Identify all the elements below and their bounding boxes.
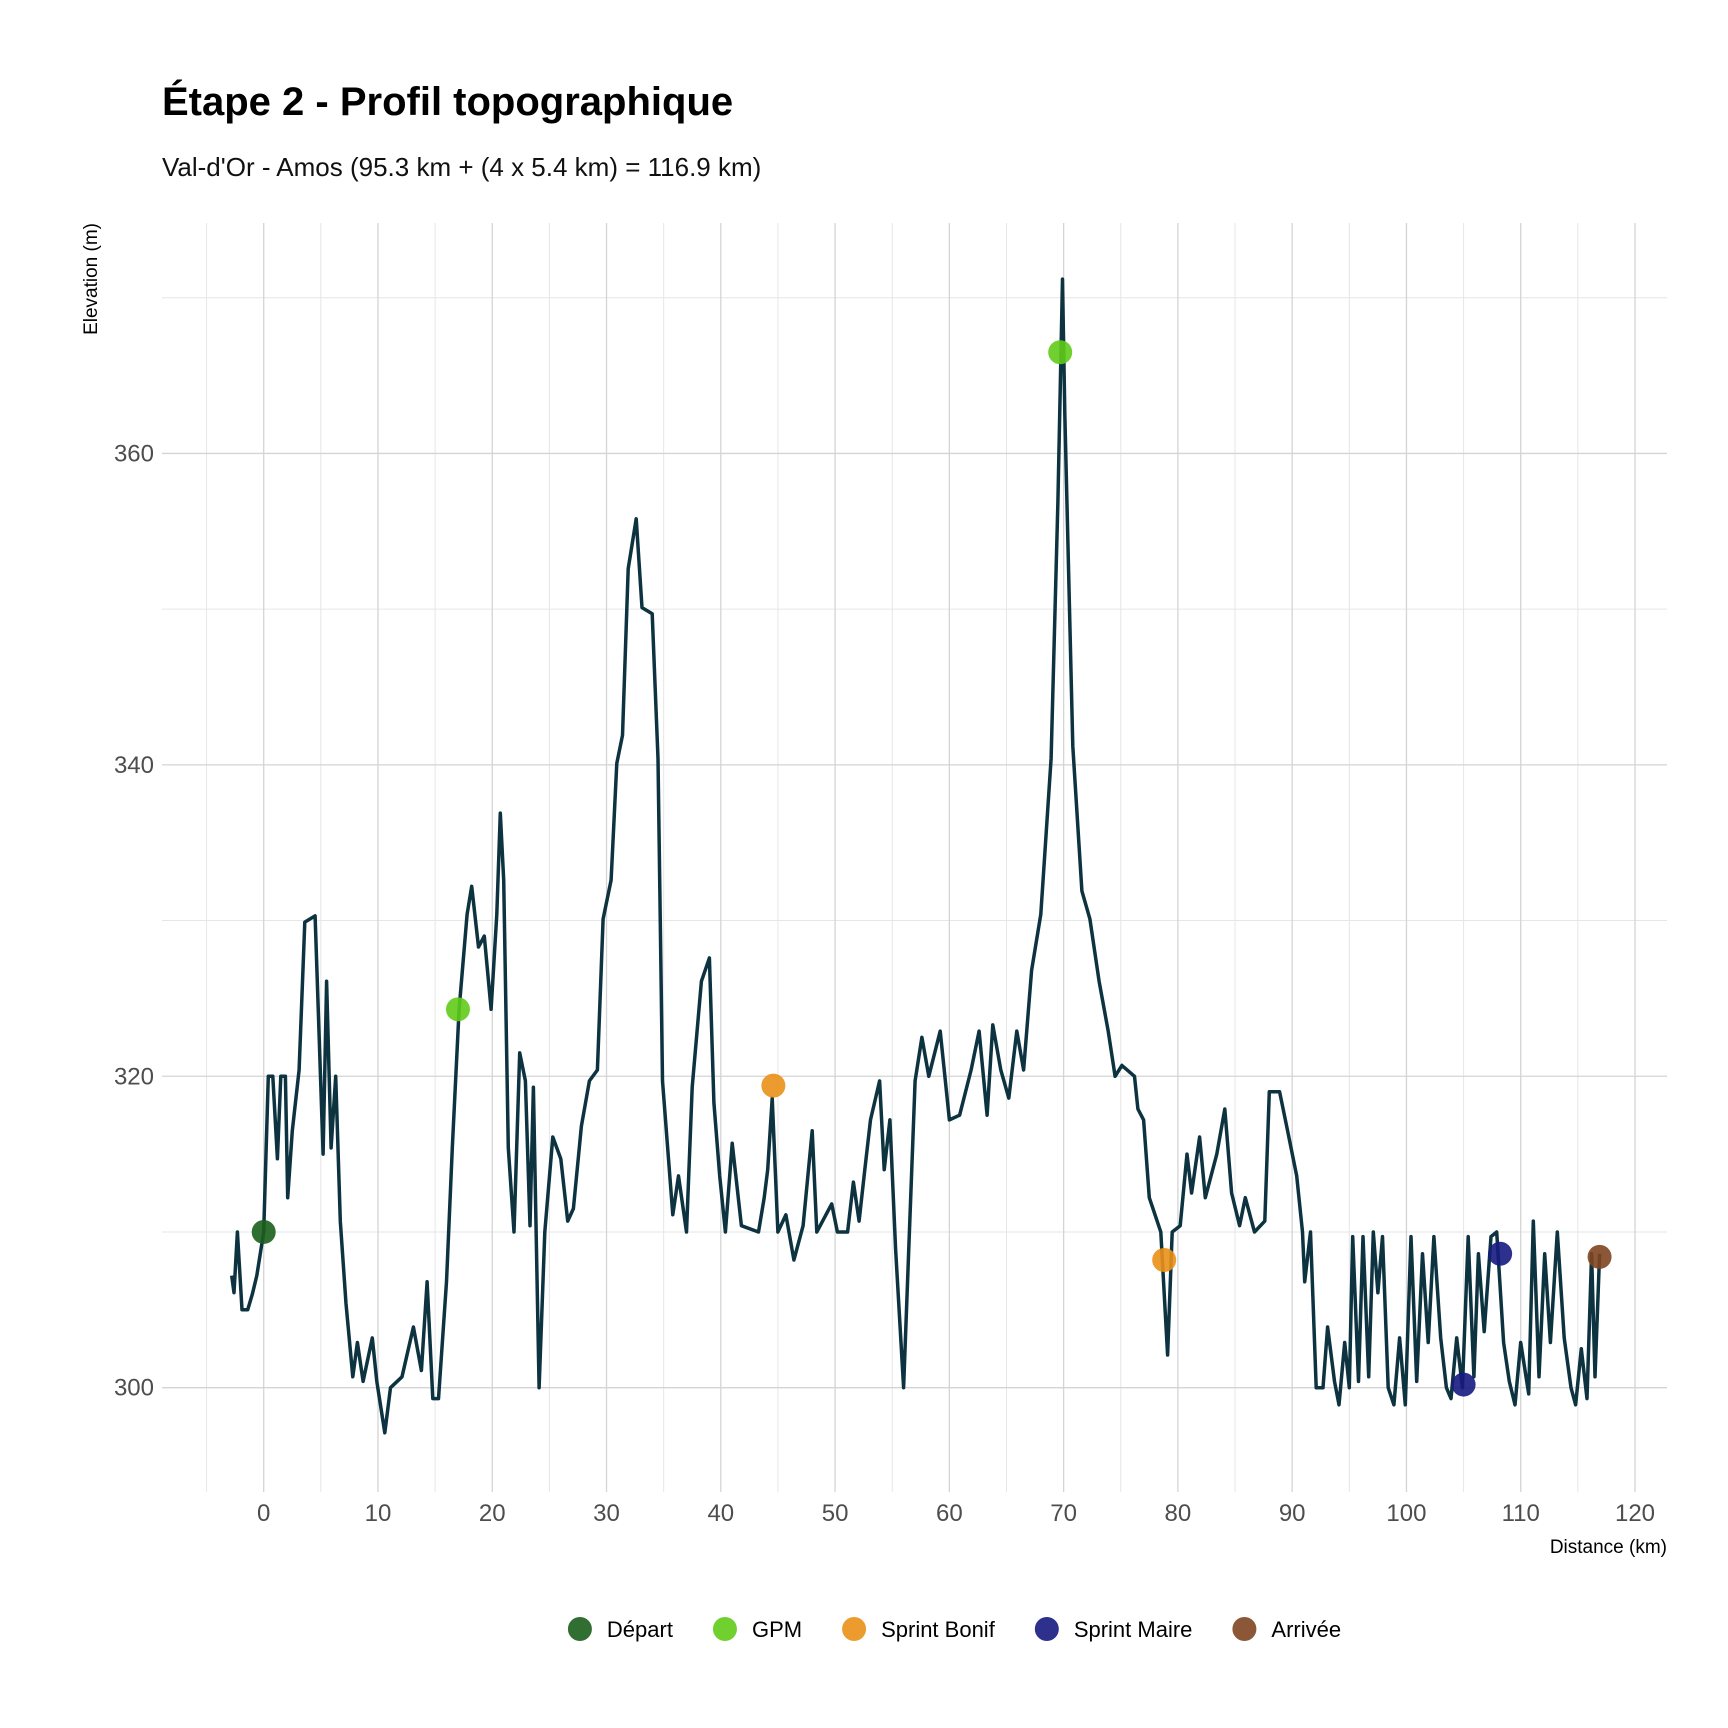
- elevation-line: [229, 277, 1602, 1435]
- x-tick-label: 60: [936, 1500, 963, 1527]
- x-tick-label: 20: [479, 1500, 506, 1527]
- marker: [1451, 1372, 1476, 1397]
- legend-marker: [712, 1617, 737, 1641]
- x-tick-label: 40: [707, 1500, 734, 1527]
- legend-label: Départ: [607, 1617, 673, 1642]
- y-tick-label: 300: [114, 1375, 154, 1402]
- x-tick-label: 110: [1502, 1500, 1540, 1527]
- marker: [1048, 340, 1073, 365]
- x-tick-label: 70: [1050, 1500, 1077, 1527]
- legend-marker: [1232, 1617, 1257, 1641]
- x-tick-label: 30: [593, 1500, 620, 1527]
- x-tick-label: 90: [1279, 1500, 1306, 1527]
- marker: [1587, 1244, 1612, 1269]
- legend-label: Arrivée: [1271, 1617, 1341, 1642]
- legend-label: Sprint Bonif: [881, 1617, 996, 1642]
- marker: [445, 997, 470, 1022]
- marker: [1488, 1241, 1513, 1266]
- legend-marker: [567, 1617, 592, 1641]
- y-tick-label: 320: [114, 1063, 154, 1090]
- x-tick-label: 10: [365, 1500, 392, 1527]
- marker: [251, 1219, 276, 1244]
- x-tick-label: 80: [1165, 1500, 1192, 1527]
- y-tick-label: 360: [114, 440, 154, 467]
- chart-title: Étape 2 - Profil topographique: [162, 79, 733, 124]
- x-tick-label: 100: [1386, 1500, 1426, 1527]
- x-tick-label: 0: [257, 1500, 270, 1527]
- y-axis-title: Elevation (m): [81, 223, 102, 335]
- x-axis-title: Distance (km): [1550, 1537, 1667, 1558]
- y-tick-label: 340: [114, 752, 154, 779]
- chart-subtitle: Val-d'Or - Amos (95.3 km + (4 x 5.4 km) …: [162, 152, 761, 182]
- x-tick-label: 120: [1615, 1500, 1655, 1527]
- legend-marker: [1034, 1617, 1059, 1641]
- legend-label: Sprint Maire: [1074, 1617, 1193, 1642]
- legend-label: GPM: [752, 1617, 802, 1642]
- marker: [761, 1073, 786, 1098]
- x-tick-label: 50: [822, 1500, 849, 1527]
- marker: [1152, 1247, 1177, 1272]
- legend-marker: [842, 1617, 867, 1641]
